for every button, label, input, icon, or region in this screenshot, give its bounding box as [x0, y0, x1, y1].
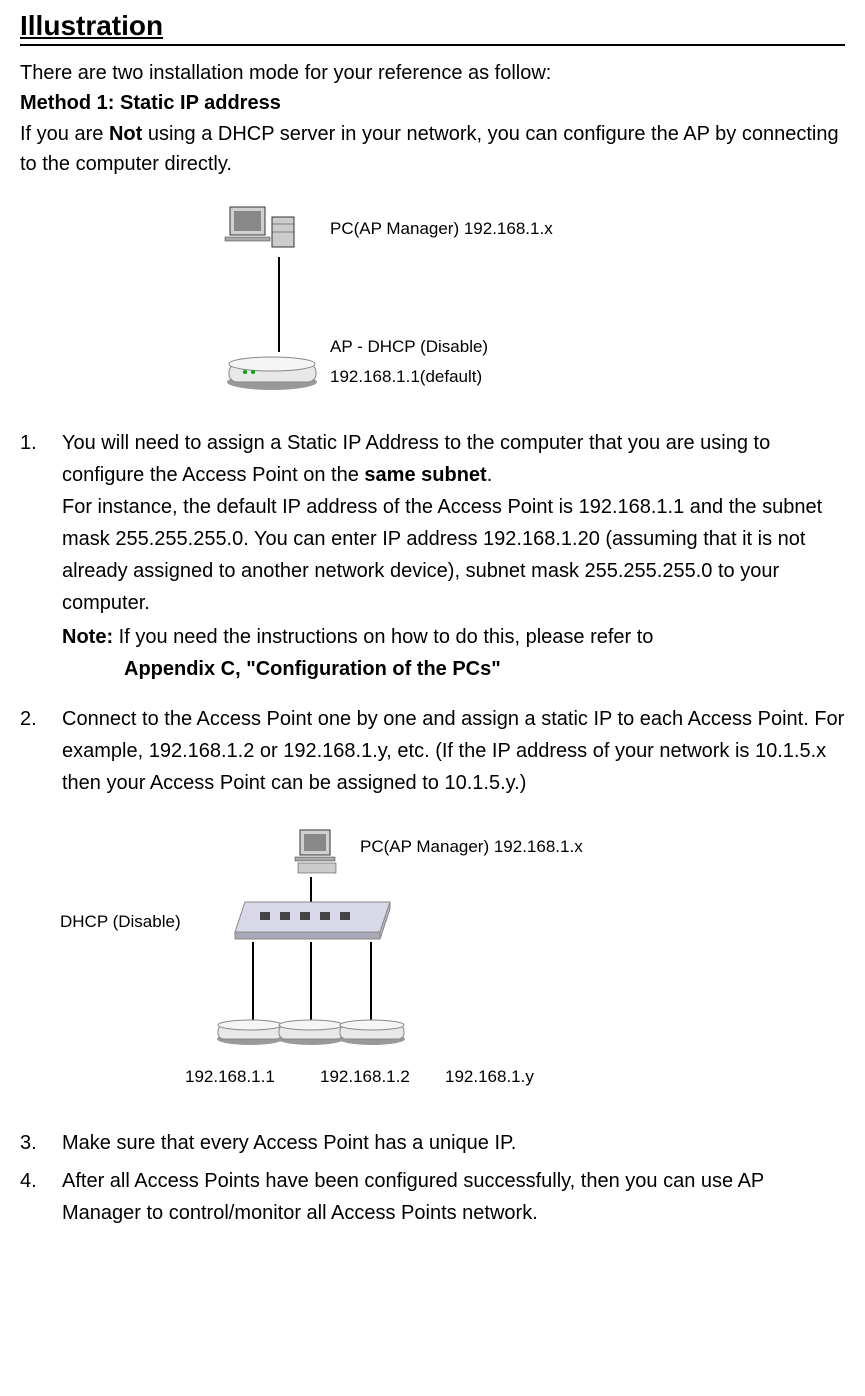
list-item-3: 3. Make sure that every Access Point has… — [20, 1127, 845, 1159]
diagram1-line — [278, 257, 280, 352]
note-label: Note: — [62, 626, 113, 648]
diagram2-ip1: 192.168.1.1 — [185, 1067, 275, 1087]
diagram2-pc-icon — [290, 827, 345, 877]
item1-text2: For instance, the default IP address of … — [62, 491, 845, 619]
item1-text-post: . — [487, 464, 493, 486]
list-item-4: 4. After all Access Points have been con… — [20, 1165, 845, 1229]
list-item-2: 2. Connect to the Access Point one by on… — [20, 703, 845, 799]
diagram2-ip3: 192.168.1.y — [445, 1067, 534, 1087]
diagram1-ap-label-b: 192.168.1.1(default) — [330, 367, 482, 387]
list-num-2: 2. — [20, 703, 62, 799]
diagram2-vline1 — [252, 942, 254, 1020]
list-content-1: You will need to assign a Static IP Addr… — [62, 427, 845, 685]
list-item-1: 1. You will need to assign a Static IP A… — [20, 427, 845, 685]
list-num-3: 3. — [20, 1127, 62, 1159]
item1-text-bold: same subnet — [364, 464, 486, 486]
intro-text: There are two installation mode for your… — [20, 58, 845, 88]
diagram1-ap-label-a: AP - DHCP (Disable) — [330, 337, 488, 357]
para1-pre: If you are — [20, 123, 109, 145]
diagram-2: PC(AP Manager) 192.168.1.x DHCP (Disable… — [20, 817, 845, 1117]
diagram2-switch-icon — [230, 897, 395, 942]
section-heading: Illustration — [20, 10, 845, 46]
diagram-1: PC(AP Manager) 192.168.1.x AP - DHCP (Di… — [20, 187, 845, 417]
list-content-2: Connect to the Access Point one by one a… — [62, 703, 845, 799]
list-content-4: After all Access Points have been config… — [62, 1165, 845, 1229]
list-num-4: 4. — [20, 1165, 62, 1229]
diagram2-vline3 — [370, 942, 372, 1020]
diagram2-ap2-icon — [276, 1017, 346, 1047]
item1-note: Note: If you need the instructions on ho… — [62, 621, 845, 653]
diagram1-pc-label: PC(AP Manager) 192.168.1.x — [330, 219, 553, 239]
note-bold: Appendix C, "Configuration of the PCs" — [62, 653, 845, 685]
diagram2-ip2: 192.168.1.2 — [320, 1067, 410, 1087]
method1-title: Method 1: Static IP address — [20, 92, 845, 115]
diagram2-pc-label: PC(AP Manager) 192.168.1.x — [360, 837, 583, 857]
pc-icon — [210, 202, 300, 257]
ap-icon — [225, 352, 320, 392]
diagram2-ap1-icon — [215, 1017, 285, 1047]
diagram2-ap3-icon — [337, 1017, 407, 1047]
list-num-1: 1. — [20, 427, 62, 685]
paragraph-1: If you are Not using a DHCP server in yo… — [20, 119, 845, 179]
diagram2-vline2 — [310, 942, 312, 1020]
note-text: If you need the instructions on how to d… — [113, 626, 653, 648]
para1-post: using a DHCP server in your network, you… — [20, 123, 839, 175]
para1-bold: Not — [109, 123, 142, 145]
list-content-3: Make sure that every Access Point has a … — [62, 1127, 845, 1159]
diagram2-dhcp-label: DHCP (Disable) — [60, 912, 181, 932]
